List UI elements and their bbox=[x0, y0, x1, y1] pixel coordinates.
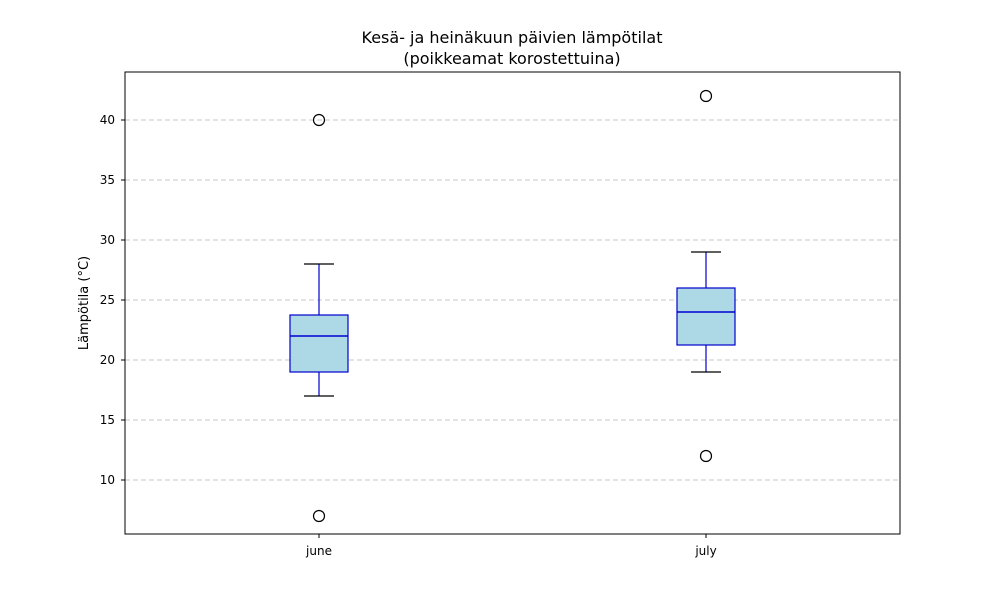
y-tick-label-30: 30 bbox=[100, 233, 115, 247]
outlier-july-1 bbox=[699, 449, 713, 463]
outlier-june-0 bbox=[312, 113, 326, 127]
outlier-june-1 bbox=[312, 509, 326, 523]
y-tick-label-10: 10 bbox=[100, 473, 115, 487]
boxes bbox=[289, 89, 736, 523]
y-axis-label: Lämpötila (°C) bbox=[77, 256, 92, 350]
y-tick-label-25: 25 bbox=[100, 293, 115, 307]
y-tick-label-15: 15 bbox=[100, 413, 115, 427]
axes: 10 15 20 25 30 35 40 june july bbox=[100, 71, 901, 558]
x-tick-label-july: july bbox=[694, 544, 716, 558]
plot-frame bbox=[124, 71, 901, 535]
y-grid bbox=[125, 119, 900, 481]
outlier-july-0 bbox=[699, 89, 713, 103]
x-tick-label-june: june bbox=[305, 544, 332, 558]
y-tick-label-20: 20 bbox=[100, 353, 115, 367]
box-july bbox=[676, 89, 736, 463]
y-tick-label-35: 35 bbox=[100, 173, 115, 187]
y-tick-label-40: 40 bbox=[100, 113, 115, 127]
box-body-june bbox=[289, 314, 349, 373]
chart-title-line-1: Kesä- ja heinäkuun päivien lämpötilat bbox=[362, 28, 663, 47]
chart-title-line-2: (poikkeamat korostettuina) bbox=[403, 49, 620, 68]
box-june bbox=[289, 113, 349, 523]
box-body-july bbox=[676, 287, 736, 346]
